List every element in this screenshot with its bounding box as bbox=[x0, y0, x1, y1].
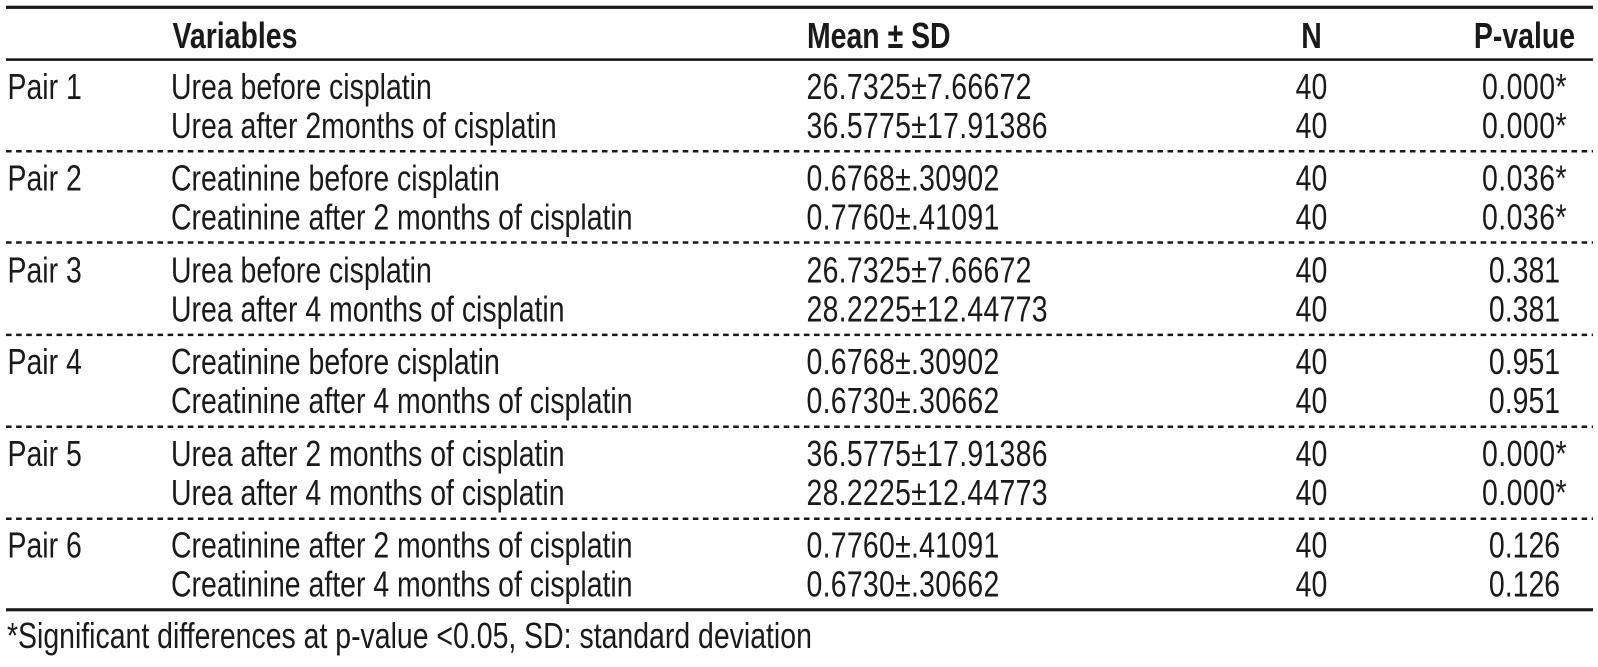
svg-text:40: 40 bbox=[1296, 565, 1328, 605]
svg-text:0.381: 0.381 bbox=[1489, 250, 1560, 290]
svg-text:*Significant differences at p-: *Significant differences at p-value <0.0… bbox=[7, 616, 812, 656]
svg-text:40: 40 bbox=[1296, 473, 1328, 513]
svg-text:Urea before cisplatin: Urea before cisplatin bbox=[171, 250, 432, 290]
svg-text:Urea after 4 months of cisplat: Urea after 4 months of cisplatin bbox=[171, 473, 565, 513]
svg-text:40: 40 bbox=[1296, 342, 1328, 382]
svg-text:0.381: 0.381 bbox=[1489, 289, 1560, 329]
svg-text:Urea after 2 months of cisplat: Urea after 2 months of cisplatin bbox=[171, 434, 565, 474]
svg-text:Pair 6: Pair 6 bbox=[7, 526, 81, 566]
svg-text:Creatinine after 4 months of c: Creatinine after 4 months of cisplatin bbox=[171, 565, 633, 605]
svg-text:Creatinine before cisplatin: Creatinine before cisplatin bbox=[171, 342, 500, 382]
svg-text:0.000*: 0.000* bbox=[1482, 473, 1567, 513]
svg-text:0.951: 0.951 bbox=[1489, 381, 1560, 421]
svg-text:Urea after 2months of cisplati: Urea after 2months of cisplatin bbox=[171, 106, 557, 146]
svg-text:Urea after 4 months of cisplat: Urea after 4 months of cisplatin bbox=[171, 289, 565, 329]
svg-text:0.126: 0.126 bbox=[1489, 526, 1560, 566]
svg-text:0.000*: 0.000* bbox=[1482, 106, 1567, 146]
svg-text:26.7325±7.66672: 26.7325±7.66672 bbox=[807, 250, 1032, 290]
svg-text:28.2225±12.44773: 28.2225±12.44773 bbox=[807, 473, 1048, 513]
svg-text:36.5775±17.91386: 36.5775±17.91386 bbox=[807, 106, 1048, 146]
svg-text:Creatinine after 2 months of c: Creatinine after 2 months of cisplatin bbox=[171, 198, 633, 238]
svg-text:0.126: 0.126 bbox=[1489, 565, 1560, 605]
svg-text:Pair 5: Pair 5 bbox=[7, 434, 81, 474]
svg-text:0.7760±.41091: 0.7760±.41091 bbox=[807, 526, 1000, 566]
svg-text:Urea before cisplatin: Urea before cisplatin bbox=[171, 67, 432, 107]
svg-text:Pair 4: Pair 4 bbox=[7, 342, 81, 382]
svg-text:Mean ± SD: Mean ± SD bbox=[807, 16, 951, 56]
svg-text:40: 40 bbox=[1296, 159, 1328, 199]
svg-text:Pair 1: Pair 1 bbox=[7, 67, 81, 107]
svg-text:28.2225±12.44773: 28.2225±12.44773 bbox=[807, 289, 1048, 329]
svg-text:0.036*: 0.036* bbox=[1482, 198, 1567, 238]
svg-text:Creatinine after 2 months of c: Creatinine after 2 months of cisplatin bbox=[171, 526, 633, 566]
svg-text:0.7760±.41091: 0.7760±.41091 bbox=[807, 198, 1000, 238]
svg-text:0.6730±.30662: 0.6730±.30662 bbox=[807, 565, 1000, 605]
svg-text:0.6730±.30662: 0.6730±.30662 bbox=[807, 381, 1000, 421]
svg-text:40: 40 bbox=[1296, 381, 1328, 421]
svg-text:36.5775±17.91386: 36.5775±17.91386 bbox=[807, 434, 1048, 474]
svg-text:40: 40 bbox=[1296, 526, 1328, 566]
svg-text:Variables: Variables bbox=[172, 16, 297, 56]
svg-text:Pair 3: Pair 3 bbox=[7, 250, 81, 290]
svg-text:Creatinine after 4 months of c: Creatinine after 4 months of cisplatin bbox=[171, 381, 633, 421]
svg-text:Creatinine before cisplatin: Creatinine before cisplatin bbox=[171, 159, 500, 199]
svg-text:N: N bbox=[1301, 16, 1322, 56]
svg-text:Pair 2: Pair 2 bbox=[7, 159, 81, 199]
svg-text:40: 40 bbox=[1296, 434, 1328, 474]
svg-text:0.036*: 0.036* bbox=[1482, 159, 1567, 199]
svg-text:40: 40 bbox=[1296, 289, 1328, 329]
svg-text:0.951: 0.951 bbox=[1489, 342, 1560, 382]
svg-text:0.6768±.30902: 0.6768±.30902 bbox=[807, 342, 1000, 382]
svg-text:P-value: P-value bbox=[1474, 16, 1575, 56]
svg-text:40: 40 bbox=[1296, 67, 1328, 107]
svg-text:40: 40 bbox=[1296, 106, 1328, 146]
svg-text:40: 40 bbox=[1296, 198, 1328, 238]
svg-text:0.6768±.30902: 0.6768±.30902 bbox=[807, 159, 1000, 199]
svg-text:0.000*: 0.000* bbox=[1482, 67, 1567, 107]
svg-text:40: 40 bbox=[1296, 250, 1328, 290]
svg-text:0.000*: 0.000* bbox=[1482, 434, 1567, 474]
svg-text:26.7325±7.66672: 26.7325±7.66672 bbox=[807, 67, 1032, 107]
